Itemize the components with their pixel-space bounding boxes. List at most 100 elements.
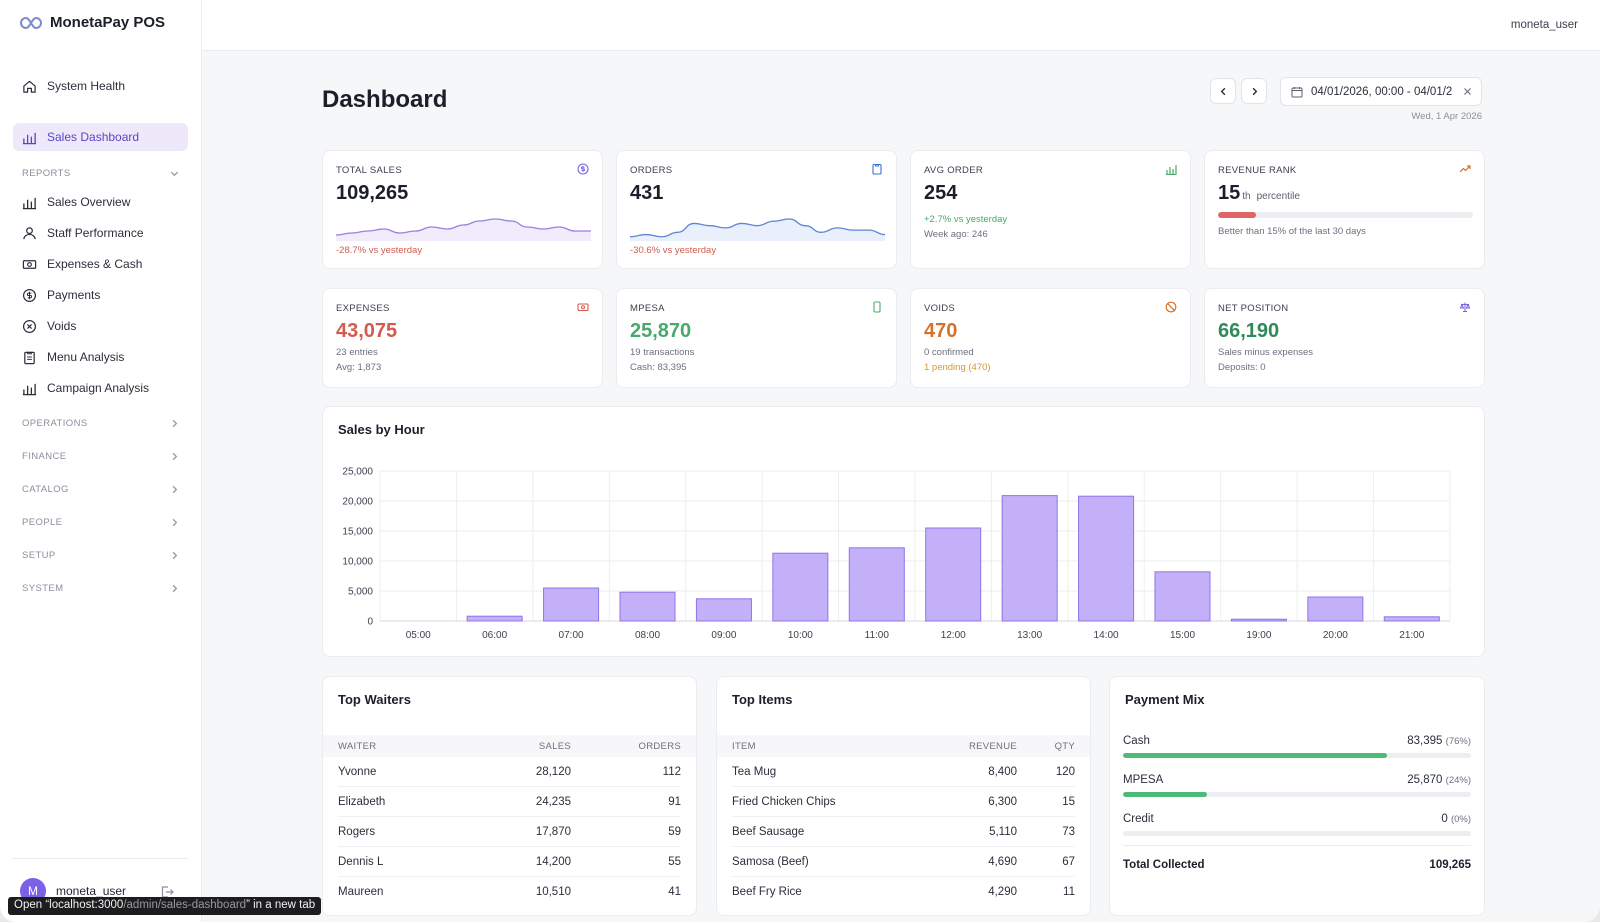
kpi-label: NET POSITION [1218,303,1289,314]
sidebar-item-label: Expenses & Cash [47,257,143,271]
kpi-orders: ORDERS 431 -30.6% vs yesterday [616,150,897,269]
section-label: SETUP [22,550,56,561]
sidebar-item-sales-overview[interactable]: Sales Overview [13,188,188,216]
table-header: ITEM REVENUE QTY [717,735,1090,757]
x-tick-label: 14:00 [1094,630,1119,641]
kpi-net-position: NET POSITION 66,190 Sales minus expenses… [1204,288,1485,388]
chart-title: Sales by Hour [338,422,425,437]
section-operations[interactable]: OPERATIONS [22,418,180,429]
item-revenue: 8,400 [988,765,1017,778]
kpi-value: 43,075 [336,320,398,342]
sidebar-item-expenses-cash[interactable]: Expenses & Cash [13,250,188,278]
date-range-value: 04/01/2026, 00:00 - 04/01/2 [1311,85,1453,98]
card-title: Payment Mix [1125,692,1205,707]
prev-date-button[interactable] [1210,78,1236,104]
table-row[interactable]: Tea Mug 8,400 120 [732,757,1075,787]
table-row[interactable]: Elizabeth 24,235 91 [338,787,681,817]
x-tick-label: 05:00 [406,630,431,641]
sidebar-item-label: Menu Analysis [47,350,125,364]
table-row[interactable]: Yvonne 28,120 112 [338,757,681,787]
x-tick-label: 07:00 [559,630,584,641]
section-reports[interactable]: REPORTS [22,168,180,179]
chevron-right-icon [172,485,178,494]
kpi-avg-order: AVG ORDER 254 +2.7% vs yesterday Week ag… [910,150,1191,269]
section-system[interactable]: SYSTEM [22,583,180,594]
sidebar-item-label: Payments [47,288,101,302]
section-catalog[interactable]: CATALOG [22,484,180,495]
sparkline-line [630,218,885,238]
kpi-week-ago: Week ago: 246 [924,229,988,240]
section-people[interactable]: PEOPLE [22,517,180,528]
table-row[interactable]: Fried Chicken Chips 6,300 15 [732,787,1075,817]
kpi-confirmed: 0 confirmed [924,347,974,358]
item-qty: 11 [1063,886,1075,898]
sidebar-item-menu-analysis[interactable]: Menu Analysis [13,343,188,371]
next-date-button[interactable] [1241,78,1267,104]
item-name: Tea Mug [732,765,777,778]
chart-bar [772,552,829,622]
payment-amount: 0 [1441,813,1448,825]
waiter-orders: 59 [668,825,681,838]
sidebar-item-sales-dashboard[interactable]: Sales Dashboard [13,123,188,151]
x-tick-label: 06:00 [482,630,507,641]
chevron-right-icon [172,518,178,527]
waiter-orders: 112 [662,765,681,778]
chevron-right-icon [172,551,178,560]
waiter-sales: 10,510 [535,886,571,898]
top-waiters-table: WAITER SALES ORDERS Yvonne 28,120 112 Eliz… [323,735,696,907]
item-name: Beef Fry Rice [732,886,802,898]
waiter-name: Elizabeth [338,795,386,808]
item-qty: 120 [1055,765,1075,778]
item-qty: 73 [1062,825,1075,838]
ban-icon [1165,301,1177,313]
section-finance[interactable]: FINANCE [22,451,180,462]
page-title: Dashboard [322,86,448,113]
sidebar-item-staff-performance[interactable]: Staff Performance [13,219,188,247]
payment-mix-card: Payment Mix Cash 83,395 (76%) MPESA 25,870… [1109,676,1485,916]
table-row[interactable]: Beef Sausage 5,110 73 [732,817,1075,847]
table-header: WAITER SALES ORDERS [323,735,696,757]
table-row[interactable]: Rogers 17,870 59 [338,817,681,847]
sidebar-item-campaign-analysis[interactable]: Campaign Analysis [13,374,188,402]
column-header: QTY [1054,740,1075,752]
kpi-value: 109,265 [336,182,409,204]
sidebar-item-label: Sales Overview [47,195,131,209]
chevron-right-icon [172,584,178,593]
sparkline-line [336,218,591,236]
table-row[interactable]: Samosa (Beef) 4,690 67 [732,847,1075,877]
trending-up-icon [1459,165,1471,173]
rank-suffix: th [1242,191,1251,202]
card-title: Top Waiters [338,692,411,707]
sidebar-item-payments[interactable]: Payments [13,281,188,309]
payment-total: Total Collected 109,265 [1123,859,1471,871]
cash-icon [577,303,589,312]
column-header: REVENUE [968,740,1017,752]
table-row[interactable]: Maureen 10,510 41 [338,877,681,907]
date-range-picker[interactable]: 04/01/2026, 00:00 - 04/01/2 [1280,77,1482,106]
chart-bar [848,547,905,622]
kpi-label: ORDERS [630,165,673,176]
payment-bar-fill [1123,753,1388,758]
table-row[interactable]: Beef Fry Rice 4,290 11 [732,877,1075,907]
clear-date-icon[interactable] [1462,86,1473,97]
total-label: Total Collected [1123,859,1205,871]
dollar-circle-icon [22,288,37,302]
sidebar-username: moneta_user [56,884,127,898]
sidebar-item-system-health[interactable]: System Health [13,72,188,100]
kpi-entries: 23 entries [336,347,378,358]
item-qty: 15 [1062,795,1075,808]
column-header: WAITER [338,740,377,752]
y-tick-label: 20,000 [342,497,373,508]
item-name: Fried Chicken Chips [732,795,836,808]
topbar-username[interactable]: moneta_user [1510,19,1578,31]
sidebar-item-label: Sales Dashboard [47,130,140,144]
sidebar-item-voids[interactable]: Voids [13,312,188,340]
kpi-voids: VOIDS 470 0 confirmed 1 pending (470) [910,288,1191,388]
section-setup[interactable]: SETUP [22,550,180,561]
sidebar-user[interactable]: M moneta_user [20,878,126,904]
chart-bar [695,598,752,622]
brand[interactable]: MonetaPay POS [20,14,165,31]
y-tick-label: 25,000 [342,467,373,478]
section-label: OPERATIONS [22,418,88,429]
table-row[interactable]: Dennis L 14,200 55 [338,847,681,877]
